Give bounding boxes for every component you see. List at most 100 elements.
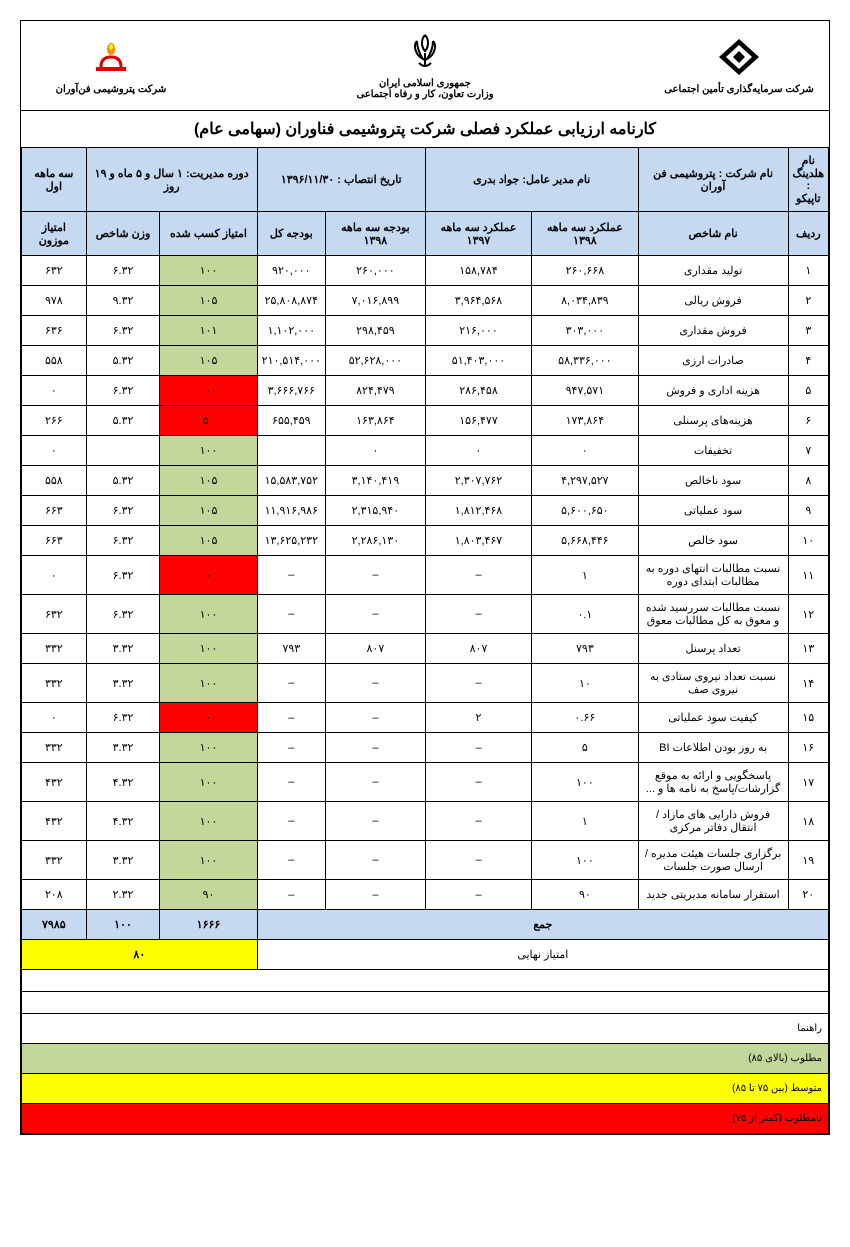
- table-row: ۴صادرات ارزی۵۸,۳۳۶,۰۰۰۵۱,۴۰۳,۰۰۰۵۲,۶۲۸,۰…: [22, 346, 829, 376]
- cell-perf97: –: [425, 763, 531, 802]
- logo-right-text: شرکت سرمایه‌گذاری تأمین اجتماعی: [664, 84, 814, 95]
- cell-budget-total: ۲۱۰,۵۱۴,۰۰۰: [257, 346, 325, 376]
- final-label: امتیاز نهایی: [257, 940, 828, 970]
- col-indicator: نام شاخص: [638, 212, 788, 256]
- cell-score: ۱۰۰: [160, 763, 257, 802]
- cell-weight: ۳.۳۲: [86, 733, 160, 763]
- cell-weight: ۶.۳۲: [86, 316, 160, 346]
- cell-indicator: فروش دارایی های مازاد / انتقال دفاتر مرک…: [638, 802, 788, 841]
- cell-weight: ۶.۳۲: [86, 256, 160, 286]
- cell-budget98: –: [325, 841, 425, 880]
- cell-indicator: هزینه‌های پرسنلی: [638, 406, 788, 436]
- cell-budget-total: –: [257, 802, 325, 841]
- logo-left-text: شرکت پتروشیمی فن‌آوران: [36, 84, 186, 95]
- cell-budget-total: –: [257, 880, 325, 910]
- cell-indicator: نسبت مطالبات سررسید شده و معوق به کل مطا…: [638, 595, 788, 634]
- cell-rownum: ۲: [788, 286, 828, 316]
- cell-perf97: –: [425, 802, 531, 841]
- cell-indicator: نسبت مطالبات انتهای دوره به مطالبات ابتد…: [638, 556, 788, 595]
- cell-budget-total: ۱,۱۰۲,۰۰۰: [257, 316, 325, 346]
- cell-budget98: ۳,۱۴۰,۴۱۹: [325, 466, 425, 496]
- cell-rownum: ۶: [788, 406, 828, 436]
- cell-rownum: ۱۷: [788, 763, 828, 802]
- cell-weight: ۶.۳۲: [86, 703, 160, 733]
- shasta-logo-icon: [714, 37, 764, 77]
- cell-budget-total: ۲۵,۸۰۸,۸۷۴: [257, 286, 325, 316]
- cell-indicator: پاسخگویی و ارائه به موقع گزارشات/پاسخ به…: [638, 763, 788, 802]
- cell-weighted: ۰: [22, 703, 87, 733]
- cell-rownum: ۹: [788, 496, 828, 526]
- cell-budget-total: [257, 436, 325, 466]
- cell-perf97: ۲۸۶,۴۵۸: [425, 376, 531, 406]
- cell-weight: ۶.۳۲: [86, 595, 160, 634]
- logo-left: شرکت پتروشیمی فن‌آوران: [36, 37, 186, 95]
- cell-perf98: ۵,۶۶۸,۴۴۶: [532, 526, 638, 556]
- cell-rownum: ۱۳: [788, 634, 828, 664]
- cell-indicator: سود ناخالص: [638, 466, 788, 496]
- cell-indicator: به روز بودن اطلاعات BI: [638, 733, 788, 763]
- cell-weight: ۵.۳۲: [86, 466, 160, 496]
- table-row: ۱۴نسبت تعداد نیروی ستادی به نیروی صف۱۰––…: [22, 664, 829, 703]
- cell-weighted: ۲۰۸: [22, 880, 87, 910]
- cell-weighted: ۰: [22, 556, 87, 595]
- cell-perf98: ۲۶۰,۶۶۸: [532, 256, 638, 286]
- cell-perf98: ۱۰۰: [532, 763, 638, 802]
- cell-weight: ۳.۳۲: [86, 664, 160, 703]
- table-row: ۹سود عملیاتی۵,۶۰۰,۶۵۰۱,۸۱۲,۴۶۸۲,۳۱۵,۹۴۰۱…: [22, 496, 829, 526]
- cell-score: ۱۰۱: [160, 316, 257, 346]
- sum-weighted: ۷۹۸۵: [22, 910, 87, 940]
- appoint-cell: تاریخ انتصاب : ۱۳۹۶/۱۱/۳۰: [257, 148, 425, 212]
- cell-budget98: –: [325, 595, 425, 634]
- cell-perf97: ۲: [425, 703, 531, 733]
- table-row: ۲۰استقرار سامانه مدیریتی جدید۹۰–––۹۰۲.۳۲…: [22, 880, 829, 910]
- cell-perf97: ۱۵۸,۷۸۴: [425, 256, 531, 286]
- quarter-cell: سه ماهه اول: [22, 148, 87, 212]
- cell-budget98: ۵۲,۶۲۸,۰۰۰: [325, 346, 425, 376]
- legend-title: راهنما: [22, 1014, 829, 1044]
- cell-weighted: ۳۳۲: [22, 841, 87, 880]
- cell-budget98: –: [325, 880, 425, 910]
- cell-perf98: ۵: [532, 733, 638, 763]
- cell-weighted: ۳۳۲: [22, 733, 87, 763]
- table-row: ۲فروش ریالی۸,۰۳۴,۸۳۹۳,۹۶۴,۵۶۸۷,۰۱۶,۸۹۹۲۵…: [22, 286, 829, 316]
- cell-perf97: –: [425, 733, 531, 763]
- logo-center-line1: جمهوری اسلامی ایران: [300, 78, 550, 89]
- cell-weighted: ۶۶۳: [22, 526, 87, 556]
- cell-perf98: ۷۹۳: [532, 634, 638, 664]
- cell-budget-total: ۱۵,۵۸۳,۷۵۲: [257, 466, 325, 496]
- cell-budget-total: –: [257, 733, 325, 763]
- cell-score: ۱۰۰: [160, 802, 257, 841]
- legend-mid: متوسط (بین ۷۵ تا ۸۵): [22, 1074, 829, 1104]
- cell-indicator: نسبت تعداد نیروی ستادی به نیروی صف: [638, 664, 788, 703]
- cell-budget-total: –: [257, 556, 325, 595]
- col-budget98: بودجه سه ماهه ۱۳۹۸: [325, 212, 425, 256]
- cell-weighted: ۵۵۸: [22, 466, 87, 496]
- cell-budget98: ۲۹۸,۴۵۹: [325, 316, 425, 346]
- cell-weight: ۶.۳۲: [86, 526, 160, 556]
- cell-score: ۰: [160, 376, 257, 406]
- cell-perf97: ۲,۳۰۷,۷۶۲: [425, 466, 531, 496]
- table-row: ۵هزینه اداری و فروش۹۴۷,۵۷۱۲۸۶,۴۵۸۸۲۴,۴۷۹…: [22, 376, 829, 406]
- col-weight: وزن شاخص: [86, 212, 160, 256]
- cell-rownum: ۱۲: [788, 595, 828, 634]
- cell-budget98: ۲,۳۱۵,۹۴۰: [325, 496, 425, 526]
- cell-score: ۱۰۵: [160, 346, 257, 376]
- cell-perf98: ۰.۱: [532, 595, 638, 634]
- cell-perf98: ۱۷۳,۸۶۴: [532, 406, 638, 436]
- cell-weight: ۴.۳۲: [86, 802, 160, 841]
- cell-perf98: ۸,۰۳۴,۸۳۹: [532, 286, 638, 316]
- cell-budget98: –: [325, 802, 425, 841]
- cell-score: ۹۰: [160, 880, 257, 910]
- cell-score: ۰: [160, 703, 257, 733]
- cell-budget-total: ۱۳,۶۲۵,۲۳۲: [257, 526, 325, 556]
- cell-weighted: ۰: [22, 376, 87, 406]
- cell-score: ۱۰۵: [160, 526, 257, 556]
- logo-right: شرکت سرمایه‌گذاری تأمین اجتماعی: [664, 37, 814, 95]
- cell-budget98: –: [325, 763, 425, 802]
- col-perf97: عملکرد سه ماهه ۱۳۹۷: [425, 212, 531, 256]
- cell-budget-total: ۱۱,۹۱۶,۹۸۶: [257, 496, 325, 526]
- cell-weight: [86, 436, 160, 466]
- cell-perf97: ۱,۸۰۳,۴۶۷: [425, 526, 531, 556]
- header: شرکت سرمایه‌گذاری تأمین اجتماعی جمهوری ا…: [21, 21, 829, 111]
- final-row: امتیاز نهایی ۸۰: [22, 940, 829, 970]
